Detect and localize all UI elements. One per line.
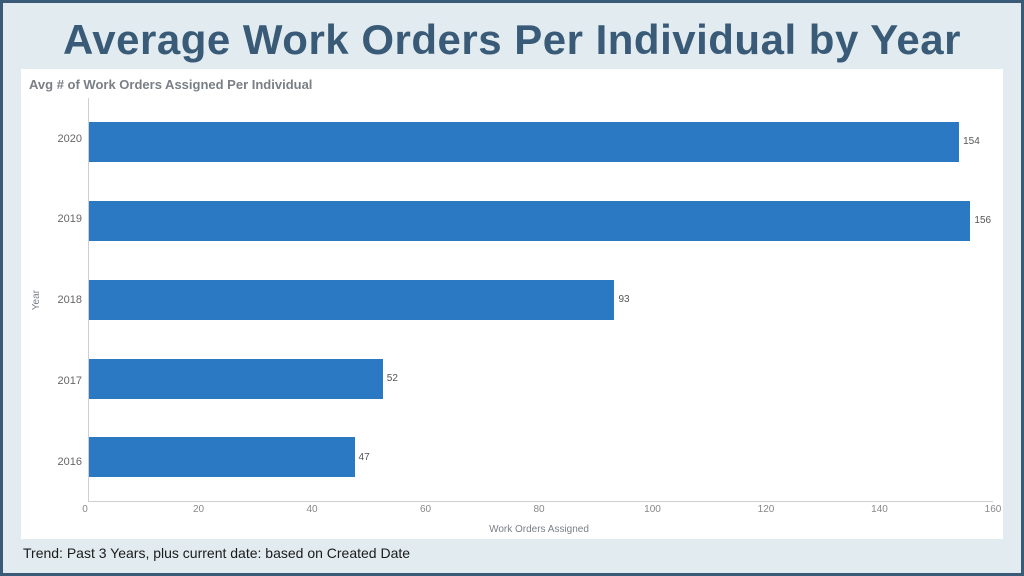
- y-tick-label: 2017: [58, 375, 82, 387]
- bar: [89, 122, 959, 162]
- slide-frame: Average Work Orders Per Individual by Ye…: [0, 0, 1024, 576]
- bar: [89, 437, 355, 477]
- x-tick-label: 20: [193, 504, 204, 515]
- x-tick-label: 160: [985, 504, 1002, 515]
- y-axis-labels: 2020 2019 2018 2017 2016: [44, 98, 88, 502]
- bar-value-label: 52: [387, 373, 398, 384]
- x-tick-label: 60: [420, 504, 431, 515]
- chart-body: Year 2020 2019 2018 2017 2016 154 156 93 52 47: [29, 98, 993, 502]
- bar: [89, 280, 614, 320]
- chart-subtitle: Avg # of Work Orders Assigned Per Indivi…: [29, 77, 993, 92]
- bar-row: 93: [89, 280, 993, 320]
- y-tick-label: 2020: [58, 133, 82, 145]
- bar: [89, 359, 383, 399]
- bar-value-label: 93: [618, 294, 629, 305]
- x-tick-label: 140: [871, 504, 888, 515]
- x-tick-label: 120: [758, 504, 775, 515]
- y-axis-title: Year: [29, 290, 44, 310]
- chart-panel: Avg # of Work Orders Assigned Per Indivi…: [21, 69, 1003, 539]
- bar-row: 154: [89, 122, 993, 162]
- bar-value-label: 156: [974, 215, 991, 226]
- y-tick-label: 2016: [58, 456, 82, 468]
- x-axis-title: Work Orders Assigned: [85, 524, 993, 535]
- x-tick-label: 80: [533, 504, 544, 515]
- bar: [89, 201, 970, 241]
- x-tick-label: 40: [306, 504, 317, 515]
- x-tick-label: 0: [82, 504, 88, 515]
- bar-row: 47: [89, 437, 993, 477]
- x-tick-label: 100: [644, 504, 661, 515]
- bar-row: 52: [89, 359, 993, 399]
- bar-container: 154 156 93 52 47: [89, 98, 993, 501]
- bar-row: 156: [89, 201, 993, 241]
- y-tick-label: 2018: [58, 294, 82, 306]
- page-title: Average Work Orders Per Individual by Ye…: [21, 17, 1003, 63]
- x-axis-ticks: 020406080100120140160: [85, 502, 993, 522]
- y-tick-label: 2019: [58, 213, 82, 225]
- bar-value-label: 47: [359, 452, 370, 463]
- footer-note: Trend: Past 3 Years, plus current date: …: [21, 545, 1003, 561]
- plot-area: 154 156 93 52 47: [88, 98, 993, 502]
- bar-value-label: 154: [963, 136, 980, 147]
